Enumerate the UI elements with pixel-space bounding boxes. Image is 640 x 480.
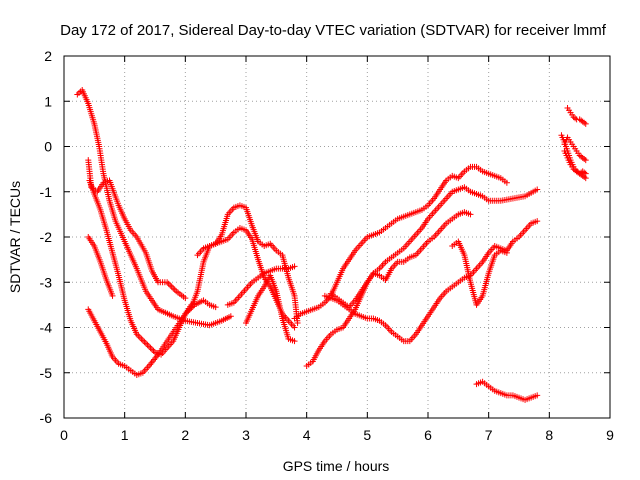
x-tick-label: 4 (303, 427, 311, 443)
data-point (171, 286, 178, 293)
data-point (503, 249, 510, 256)
series-arc-19 (561, 134, 589, 164)
data-point (142, 340, 149, 347)
data-point (582, 120, 589, 127)
series-arc-8 (224, 263, 298, 308)
y-tick-label: 0 (44, 139, 52, 155)
y-tick-label: -5 (40, 365, 53, 381)
data-point (144, 341, 151, 348)
data-point (147, 344, 154, 351)
data-point (534, 186, 541, 193)
x-tick-label: 7 (485, 427, 493, 443)
data-series (74, 86, 589, 403)
data-point (182, 295, 189, 302)
series-arc-1 (74, 86, 234, 329)
axis-ticks (63, 55, 611, 419)
series-arc-14 (449, 238, 510, 308)
x-tick-label: 3 (242, 427, 250, 443)
data-point (582, 175, 589, 182)
data-point (168, 283, 175, 290)
data-point (109, 292, 116, 299)
data-point (212, 304, 219, 311)
x-tick-label: 5 (363, 427, 371, 443)
y-tick-label: -4 (40, 320, 53, 336)
y-tick-label: 1 (44, 93, 52, 109)
series-arc-11 (291, 163, 510, 322)
x-tick-labels: 0 1 2 3 4 5 6 7 8 9 (60, 427, 614, 443)
data-point (136, 334, 143, 341)
x-tick-label: 0 (60, 427, 68, 443)
data-point (291, 263, 298, 270)
series-arc-9 (243, 272, 298, 345)
data-point (503, 179, 510, 186)
data-point (294, 319, 301, 326)
data-point (145, 343, 152, 350)
y-tick-label: -1 (40, 184, 53, 200)
y-tick-label: -2 (40, 229, 53, 245)
data-point (165, 280, 172, 287)
data-point (291, 338, 298, 345)
grid-lines (64, 56, 610, 418)
x-tick-label: 9 (606, 427, 614, 443)
y-tick-label: -3 (40, 274, 53, 290)
series-arc-13 (321, 218, 541, 345)
data-point (582, 157, 589, 164)
data-point (138, 335, 145, 342)
data-point (139, 337, 146, 344)
data-point (291, 324, 298, 331)
y-axis-label: SDTVAR / TECUs (7, 181, 23, 293)
x-tick-label: 8 (545, 427, 553, 443)
series-arc-12 (327, 184, 541, 311)
series-arc-2 (85, 157, 189, 302)
data-point (534, 218, 541, 225)
data-point (227, 313, 234, 320)
data-point (167, 282, 174, 289)
data-point (141, 338, 148, 345)
chart-title: Day 172 of 2017, Sidereal Day-to-day VTE… (60, 22, 607, 39)
series-arc-17 (561, 148, 589, 177)
data-point (170, 285, 177, 292)
data-point (148, 346, 155, 353)
series-arc-4 (85, 234, 116, 299)
series-arc-16 (564, 105, 589, 127)
x-tick-label: 1 (121, 427, 129, 443)
data-point (467, 211, 474, 218)
x-tick-label: 2 (181, 427, 189, 443)
y-tick-labels: -6 -5 -4 -3 -2 -1 0 1 2 (40, 48, 53, 426)
y-tick-label: 2 (44, 48, 52, 64)
series-arc-6 (188, 202, 301, 326)
y-tick-label: -6 (40, 410, 53, 426)
x-tick-label: 6 (424, 427, 432, 443)
data-point (534, 392, 541, 399)
series-arc-15 (473, 378, 541, 403)
data-point (572, 115, 579, 122)
series-arc-5 (85, 297, 219, 379)
x-axis-label: GPS time / hours (283, 458, 390, 474)
